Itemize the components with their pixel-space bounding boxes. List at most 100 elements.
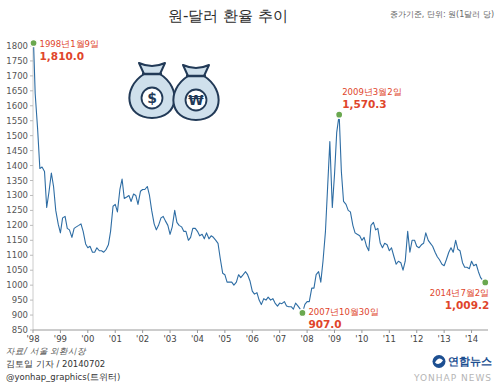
y-tick-label: 1700 (6, 71, 28, 81)
x-tick-label: '10 (355, 334, 368, 344)
annotation-value: 1,810.0 (40, 50, 85, 62)
y-axis-line (33, 40, 34, 330)
annotation-value: 1,570.3 (342, 98, 387, 110)
bag-badge (142, 88, 163, 109)
y-tick-label: 1150 (6, 235, 28, 245)
bag-tie (142, 73, 162, 76)
x-tick (170, 330, 171, 333)
y-tick-label: 1300 (6, 190, 28, 200)
chart-root: 원-달러 환율 추이종가기준, 단위: 원(1달러 당)$₩8509009501… (0, 0, 500, 387)
x-tick-label: '00 (81, 334, 94, 344)
x-tick (444, 330, 445, 333)
y-tick (30, 315, 33, 316)
y-tick (30, 75, 33, 76)
annotation-value: 1,009.2 (445, 299, 490, 311)
x-tick-label: '11 (383, 334, 396, 344)
rate-line (34, 43, 486, 313)
y-tick (30, 195, 33, 196)
x-tick-label: '06 (246, 334, 259, 344)
y-tick (30, 300, 33, 301)
x-tick (115, 330, 116, 333)
plot-area (34, 43, 486, 313)
y-tick (30, 225, 33, 226)
y-tick-label: 1550 (6, 116, 28, 126)
source: 자료/ 서울 외환시장 (6, 346, 87, 356)
y-tick-label: 1800 (6, 41, 28, 51)
icon-symbol: $ (147, 90, 157, 106)
subtitle: 종가기준, 단위: 원(1달러 당) (390, 10, 494, 19)
x-tick-label: '03 (163, 334, 176, 344)
y-tick (30, 60, 33, 61)
credit-twitter: @yonhap_graphics(트위터) (6, 372, 120, 382)
money-bag-icon: $ (129, 63, 174, 118)
logo-text: 연합뉴스 (448, 355, 492, 368)
y-tick (30, 150, 33, 151)
x-tick-label: '01 (109, 334, 122, 344)
logo-mark (433, 355, 446, 368)
x-tick (87, 330, 88, 333)
x-tick (334, 330, 335, 333)
x-tick (389, 330, 390, 333)
y-tick (30, 120, 33, 121)
y-tick-label: 1650 (6, 86, 28, 96)
annotations: 1998년1월9일1,810.0 2009년3월2일1,570.3 2007년10월… (30, 39, 489, 330)
y-tick-label: 1250 (6, 205, 28, 215)
x-tick (197, 330, 198, 333)
y-tick (30, 210, 33, 211)
x-tick-label: '14 (465, 334, 478, 344)
x-tick (142, 330, 143, 333)
annotation-date: 2007년10월30일 (308, 307, 378, 317)
x-tick-label: '07 (273, 334, 286, 344)
annotation-date: 2014년7월2일 (430, 288, 489, 298)
credit-author: 김토일 기자 / 20140702 (6, 359, 105, 369)
x-tick (224, 330, 225, 333)
x-tick (361, 330, 362, 333)
annotation-date: 2009년3월2일 (342, 87, 401, 97)
annotation-dot (299, 309, 306, 316)
y-tick-label: 1750 (6, 56, 28, 66)
x-tick (33, 330, 34, 333)
y-tick-label: 950 (12, 295, 28, 305)
bag-body (173, 76, 218, 120)
x-tick (60, 330, 61, 333)
y-tick-label: 1000 (6, 280, 28, 290)
x-tick (279, 330, 280, 333)
y-tick (30, 135, 33, 136)
x-tick (471, 330, 472, 333)
y-tick (30, 165, 33, 166)
x-tick (416, 330, 417, 333)
background (0, 0, 500, 387)
y-tick (30, 270, 33, 271)
x-tick-label: '08 (301, 334, 314, 344)
y-tick-label: 1500 (6, 131, 28, 141)
x-tick-label: '02 (136, 334, 149, 344)
y-tick (30, 90, 33, 91)
bag-badge (186, 90, 207, 111)
bag-body (129, 74, 174, 118)
annotation-date: 1998년1월9일 (40, 39, 99, 49)
y-tick (30, 240, 33, 241)
bag-neck (139, 63, 165, 74)
x-tick-label: '09 (328, 334, 341, 344)
money-bag-icon: ₩ (173, 65, 218, 120)
bag-neck (183, 65, 209, 76)
y-tick-label: 1350 (6, 176, 28, 186)
y-tick-label: 1600 (6, 101, 28, 111)
x-tick-label: '99 (54, 334, 67, 344)
x-tick (307, 330, 308, 333)
bag-tie (186, 75, 206, 78)
y-tick (30, 105, 33, 106)
annotation-dot (30, 39, 37, 46)
x-tick (252, 330, 253, 333)
y-tick-label: 1450 (6, 146, 28, 156)
annotation-dot (336, 111, 343, 118)
x-tick-label: '04 (191, 334, 204, 344)
y-axis: 8509009501000105011001150120012501300135… (6, 40, 33, 335)
y-tick-label: 1200 (6, 220, 28, 230)
watermark: YONHAP NEWS (413, 373, 492, 383)
y-tick (30, 285, 33, 286)
logo-swirl (435, 358, 443, 364)
icon-symbol: ₩ (188, 92, 204, 108)
x-axis-line (33, 330, 488, 331)
y-tick-label: 1400 (6, 161, 28, 171)
